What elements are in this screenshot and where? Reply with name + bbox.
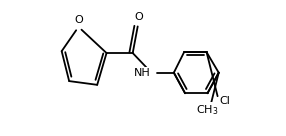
Text: CH$_3$: CH$_3$ (196, 103, 219, 117)
Text: Cl: Cl (220, 96, 231, 106)
Text: O: O (74, 15, 83, 25)
Text: O: O (134, 12, 143, 22)
Text: NH: NH (134, 68, 150, 78)
